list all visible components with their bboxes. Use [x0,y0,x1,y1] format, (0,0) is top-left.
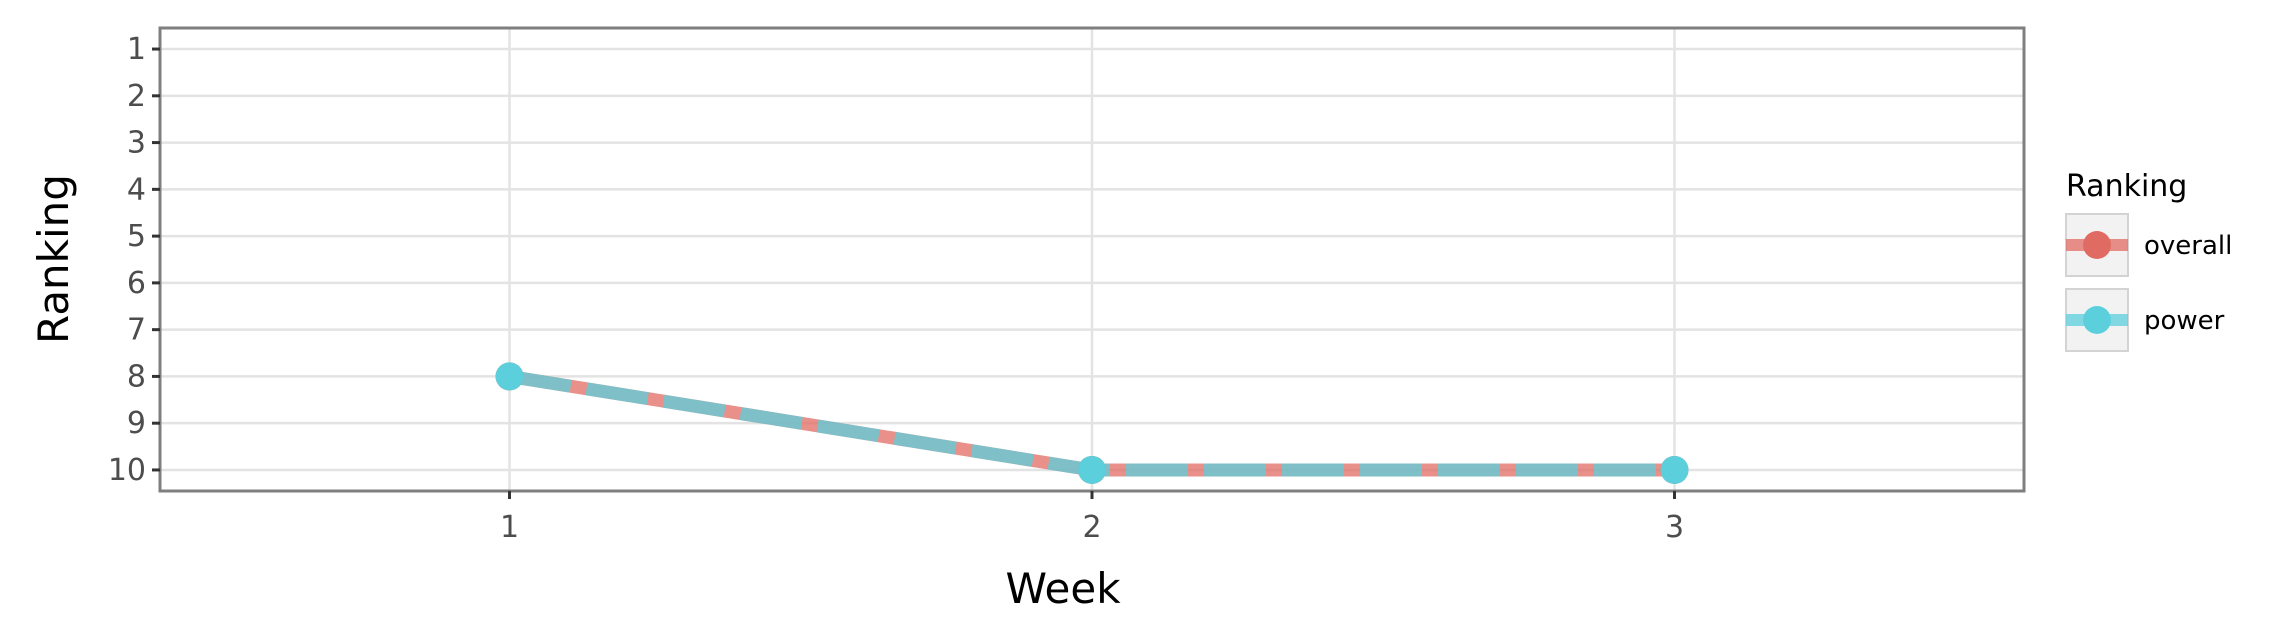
x-axis-title: Week [1005,564,1121,613]
y-tick-label: 5 [127,219,146,254]
legend-item-power: power [2065,288,2225,352]
y-tick-label: 10 [108,453,146,488]
y-tick-label: 8 [127,359,146,394]
legend-label-overall: overall [2144,231,2232,261]
y-tick-label: 6 [127,266,146,301]
legend-point-power [2083,306,2111,334]
y-tick-label: 9 [127,406,146,441]
legend: Ranking overall power [2065,169,2232,352]
y-tick-label: 2 [127,79,146,114]
legend-label-power: power [2144,306,2225,336]
data-point-power [495,362,524,391]
y-tick-label: 1 [127,32,146,67]
data-point-power [1660,455,1689,484]
data-point-power [1078,455,1106,484]
x-axis-ticks: 1 2 3 [500,491,1684,545]
x-tick-label: 3 [1665,510,1684,545]
x-tick-label: 2 [1082,510,1101,545]
legend-item-overall: overall [2065,213,2232,277]
y-tick-label: 7 [127,313,146,348]
y-tick-label: 4 [127,172,146,207]
legend-point-overall [2083,231,2111,259]
y-tick-label: 3 [127,126,146,161]
data-points [495,362,1689,484]
y-axis-title: Ranking [29,174,78,344]
y-axis-ticks: 1 2 3 4 5 6 7 8 9 10 [108,32,160,488]
legend-title: Ranking [2066,169,2187,204]
x-tick-label: 1 [500,510,519,545]
